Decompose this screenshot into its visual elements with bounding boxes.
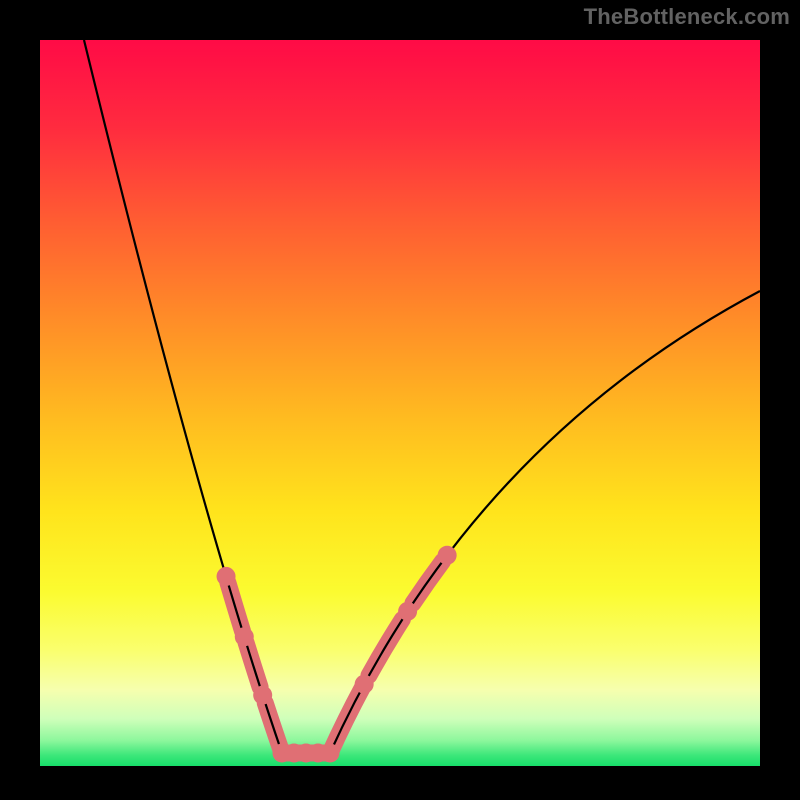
plot-background (40, 40, 760, 766)
marker-dot (235, 627, 254, 646)
marker-dot (321, 744, 340, 763)
marker-dot (398, 602, 417, 621)
marker-dot (253, 686, 272, 705)
chart-stage: TheBottleneck.com (0, 0, 800, 800)
marker-dot (217, 567, 236, 586)
marker-dot (438, 546, 457, 565)
chart-svg (0, 0, 800, 800)
marker-dot (355, 675, 374, 694)
